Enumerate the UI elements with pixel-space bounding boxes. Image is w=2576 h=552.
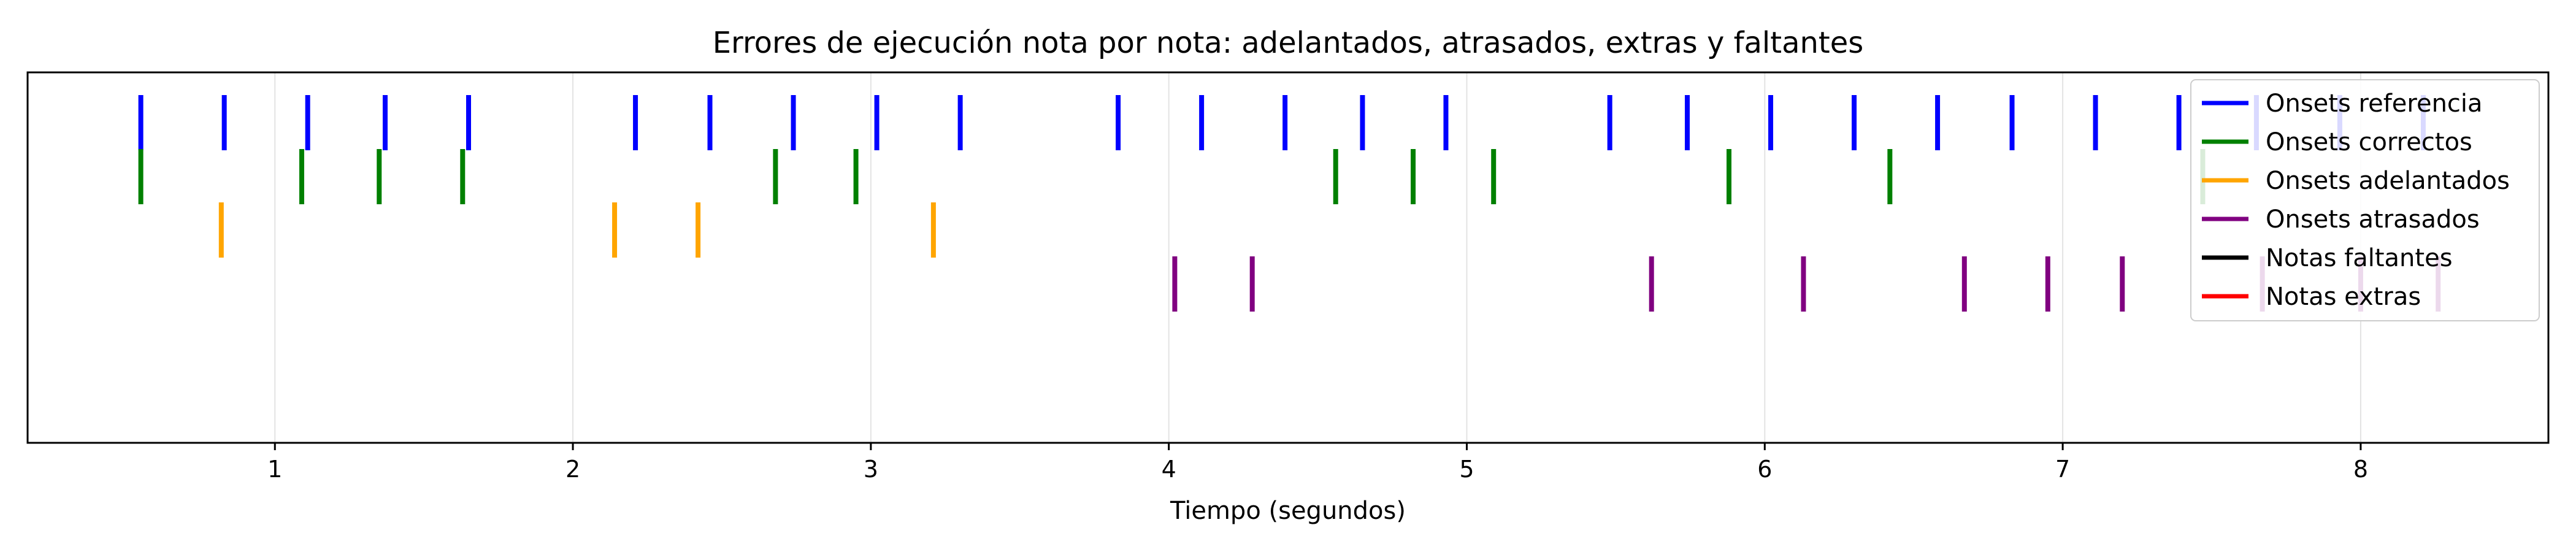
plot-frame xyxy=(26,71,2550,444)
x-tick-label: 8 xyxy=(2353,456,2368,483)
legend-label: Notas extras xyxy=(2266,283,2421,311)
legend-label: Onsets atrasados xyxy=(2266,205,2480,234)
x-tick-label: 4 xyxy=(1162,456,1176,483)
x-tick-label: 2 xyxy=(565,456,580,483)
x-tick-label: 3 xyxy=(864,456,878,483)
legend: Onsets referencia Onsets correctos Onsets … xyxy=(2190,79,2540,321)
grid xyxy=(274,72,2361,443)
legend-label: Notas faltantes xyxy=(2266,244,2453,272)
legend-label: Onsets correctos xyxy=(2266,128,2472,156)
x-axis-label: Tiempo (segundos) xyxy=(1170,497,1406,525)
legend-label: Onsets referencia xyxy=(2266,90,2483,118)
x-tick-label: 1 xyxy=(267,456,282,483)
x-tick-label: 5 xyxy=(1459,456,1474,483)
legend-box xyxy=(2190,79,2540,321)
x-axis: 1 2 3 4 5 6 7 8 xyxy=(267,443,2368,483)
chart-title: Errores de ejecución nota por nota: adel… xyxy=(713,26,1864,60)
legend-label: Onsets adelantados xyxy=(2266,167,2510,195)
x-tick-label: 7 xyxy=(2055,456,2070,483)
event-marks xyxy=(138,95,2441,312)
x-tick-label: 6 xyxy=(1757,456,1772,483)
series-2 xyxy=(218,202,936,258)
series-0 xyxy=(138,95,2426,150)
